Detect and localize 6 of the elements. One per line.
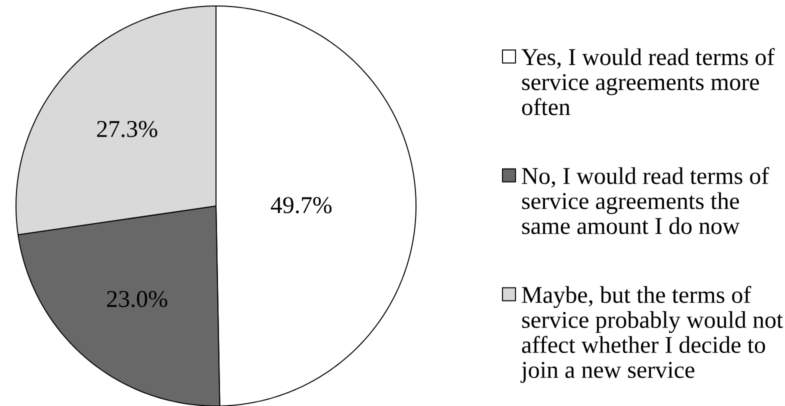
data-label: 49.7%: [270, 197, 332, 214]
legend-label: No, I would read terms of service agreements the same amount I do now: [522, 167, 770, 234]
slice-label: Yes, I would read terms of service agreements more often: [521, 48, 775, 116]
legend-label: Maybe, but the terms of service probably would not affect whether I decide to join a new service: [520, 286, 784, 383]
data-label: 27.3%: [97, 120, 158, 138]
data-label: 23.0%: [107, 290, 168, 308]
